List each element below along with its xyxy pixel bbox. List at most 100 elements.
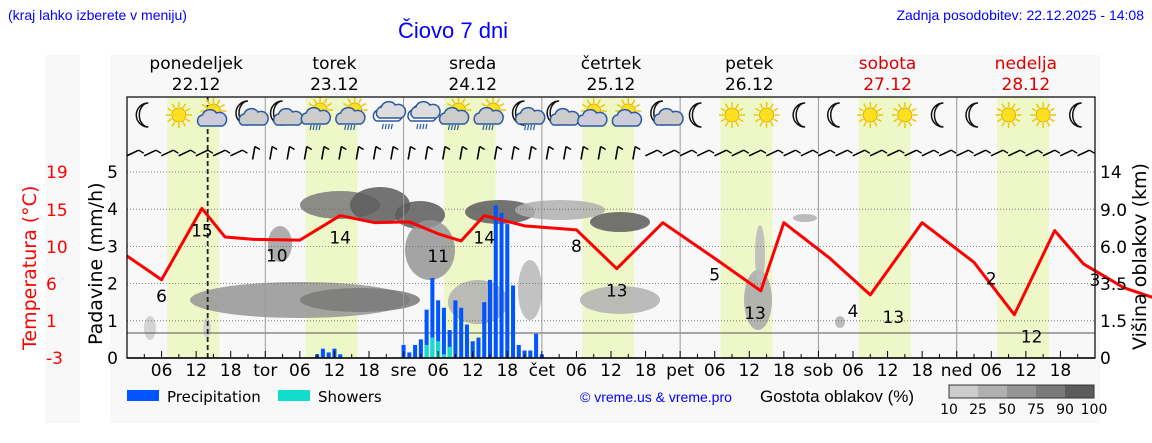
- precip-tick: 0: [107, 349, 118, 369]
- precipitation-bar: [436, 300, 441, 358]
- wind-barb: [1059, 149, 1073, 157]
- showers-legend-label: Showers: [318, 388, 382, 406]
- wind-barb: [143, 149, 157, 157]
- wind-barb: [1077, 149, 1090, 157]
- cloud-density-swatch: [1065, 385, 1094, 398]
- temperature-label: 13: [744, 304, 766, 324]
- wind-barb: [662, 149, 675, 157]
- wind-barb: [303, 146, 308, 160]
- temperature-label: 8: [571, 237, 582, 257]
- wind-barb: [212, 149, 226, 157]
- cloud-height-tick: 0: [1100, 349, 1111, 369]
- day-date: 27.12: [863, 75, 912, 95]
- wind-barb: [407, 146, 412, 160]
- day-date: 26.12: [725, 75, 774, 95]
- temperature-label: 13: [883, 308, 905, 328]
- wind-barb: [869, 149, 883, 157]
- day-name: petek: [725, 54, 773, 74]
- x-tick-label: 12: [738, 361, 760, 381]
- temperature-label: 12: [1021, 328, 1043, 348]
- moon-icon: [826, 102, 840, 128]
- wind-barb: [731, 149, 745, 157]
- x-tick-label: 18: [911, 361, 933, 381]
- weather-icons: [135, 97, 1082, 131]
- x-tick-label: čet: [529, 361, 556, 381]
- x-tick-label: 12: [877, 361, 899, 381]
- x-tick-label: 06: [980, 361, 1002, 381]
- precipitation-bar: [447, 330, 452, 358]
- cloud-area: [590, 212, 650, 232]
- x-tick-label: 18: [635, 361, 657, 381]
- precipitation-bar: [482, 302, 487, 358]
- cloud-area: [518, 260, 542, 320]
- wind-barb: [338, 146, 343, 160]
- wind-barb: [990, 149, 1004, 157]
- sun-cloud-rain-icon: [335, 97, 368, 131]
- showers-bar: [447, 346, 452, 358]
- cloud-area: [580, 286, 660, 314]
- precipitation-bar: [430, 278, 435, 358]
- cloud-area: [350, 187, 410, 223]
- precipitation-swatch: [127, 390, 159, 401]
- x-tick-label: sre: [391, 361, 417, 381]
- wind-barb: [696, 149, 710, 157]
- wind-barb: [597, 146, 602, 160]
- daylight-band: [858, 97, 911, 358]
- x-tick-label: 18: [496, 361, 518, 381]
- page-title: Čiovo 7 dni: [398, 18, 509, 43]
- wind-barb: [835, 149, 848, 157]
- x-tick-label: 06: [704, 361, 726, 381]
- precipitation-bar: [487, 279, 493, 358]
- cloud-area: [755, 225, 765, 285]
- temperature-line: [126, 206, 1152, 317]
- showers-bar: [436, 341, 441, 358]
- temp-tick: 6: [46, 275, 57, 295]
- sun-cloud-rain-icon: [438, 97, 472, 131]
- sun-icon: [857, 102, 884, 128]
- moon-icon: [688, 102, 702, 128]
- temp-tick: -3: [46, 349, 63, 369]
- wind-barb: [269, 146, 273, 160]
- wind-barb: [459, 146, 464, 160]
- x-tick-label: 06: [427, 361, 449, 381]
- day-name: ponedeljek: [149, 54, 243, 74]
- daylight-band: [167, 97, 220, 358]
- sun-icon: [891, 102, 918, 128]
- cloud-density-tick: 75: [1027, 402, 1045, 418]
- cloud-rain-icon: [407, 101, 441, 130]
- x-tick-label: sob: [803, 361, 833, 381]
- copyright: © vreme.us & vreme.pro: [580, 389, 732, 405]
- wind-barb: [714, 149, 727, 157]
- precipitation-bar: [470, 341, 475, 358]
- cloud-area: [835, 316, 845, 328]
- precipitation-bar: [338, 354, 343, 358]
- temperature-line: [126, 206, 1152, 317]
- wind-barb: [545, 146, 550, 160]
- precipitation-bar: [453, 300, 458, 358]
- daylight-band: [305, 97, 358, 358]
- wind-barb: [580, 146, 585, 160]
- x-tick-label: 06: [842, 361, 864, 381]
- precipitation-bar: [499, 212, 504, 358]
- wind-barb: [800, 149, 814, 157]
- precip-axis-label: Padavine (mm/h): [85, 182, 107, 345]
- wind-barb: [632, 146, 636, 160]
- temperature-label: 5: [709, 265, 720, 285]
- precip-tick: 5: [107, 163, 118, 183]
- precipitation-legend-label: Precipitation: [167, 388, 261, 406]
- wind-barb: [355, 146, 360, 160]
- wind-barb: [320, 146, 325, 160]
- legend: Precipitation Showers © vreme.us & vreme.p…: [127, 384, 1107, 418]
- cloud-area: [144, 316, 156, 340]
- precipitation-bar: [407, 352, 412, 358]
- moon-icon: [792, 102, 806, 128]
- temp-tick: 10: [46, 238, 68, 258]
- precipitation-bar: [464, 324, 469, 358]
- moon-cloud-icon: [269, 100, 304, 126]
- wind-barb: [645, 149, 658, 157]
- cloud-density-swatch: [978, 385, 1007, 398]
- day-date: 28.12: [1002, 75, 1051, 95]
- wind-barb: [766, 149, 779, 157]
- x-tick-label: ned: [941, 361, 973, 381]
- sun-cloud-icon: [577, 98, 608, 127]
